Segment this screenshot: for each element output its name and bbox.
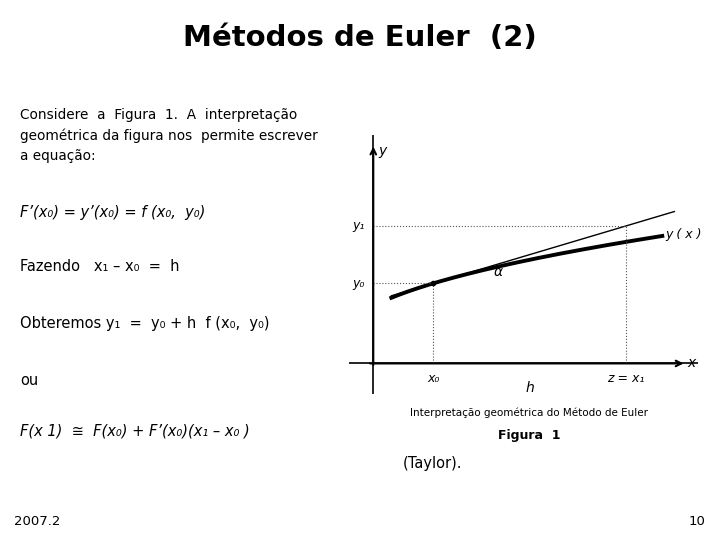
Text: F’(x₀) = y’(x₀) = f (x₀,  y₀): F’(x₀) = y’(x₀) = f (x₀, y₀)	[20, 205, 205, 220]
Text: z = x₁: z = x₁	[608, 372, 645, 385]
Text: h: h	[526, 381, 534, 395]
Text: Fazendo   x₁ – x₀  =  h: Fazendo x₁ – x₀ = h	[20, 259, 180, 274]
Text: 2007.2: 2007.2	[14, 515, 60, 528]
Text: Figura  1: Figura 1	[498, 429, 560, 442]
Text: y ( x ): y ( x )	[665, 228, 702, 241]
Text: F(x 1)  ≅  F(x₀) + F’(x₀)(x₁ – x₀ ): F(x 1) ≅ F(x₀) + F’(x₀)(x₁ – x₀ )	[20, 424, 250, 439]
Text: x₀: x₀	[427, 372, 440, 385]
Text: Considere  a  Figura  1.  A  interpretação
geométrica da figura nos  permite esc: Considere a Figura 1. A interpretação ge…	[20, 108, 318, 163]
Text: x: x	[688, 356, 696, 370]
Text: 10: 10	[689, 515, 706, 528]
Text: Métodos de Euler  (2): Métodos de Euler (2)	[183, 24, 537, 52]
Text: y₀: y₀	[352, 277, 364, 290]
Text: Interpretação geométrica do Método de Euler: Interpretação geométrica do Método de Eu…	[410, 408, 648, 418]
Text: α: α	[494, 265, 503, 279]
Text: (Taylor).: (Taylor).	[403, 456, 463, 471]
Text: Obteremos y₁  =  y₀ + h  f (x₀,  y₀): Obteremos y₁ = y₀ + h f (x₀, y₀)	[20, 316, 270, 331]
Text: ou: ou	[20, 373, 38, 388]
Text: y₁: y₁	[352, 219, 364, 232]
Text: y: y	[378, 144, 387, 158]
